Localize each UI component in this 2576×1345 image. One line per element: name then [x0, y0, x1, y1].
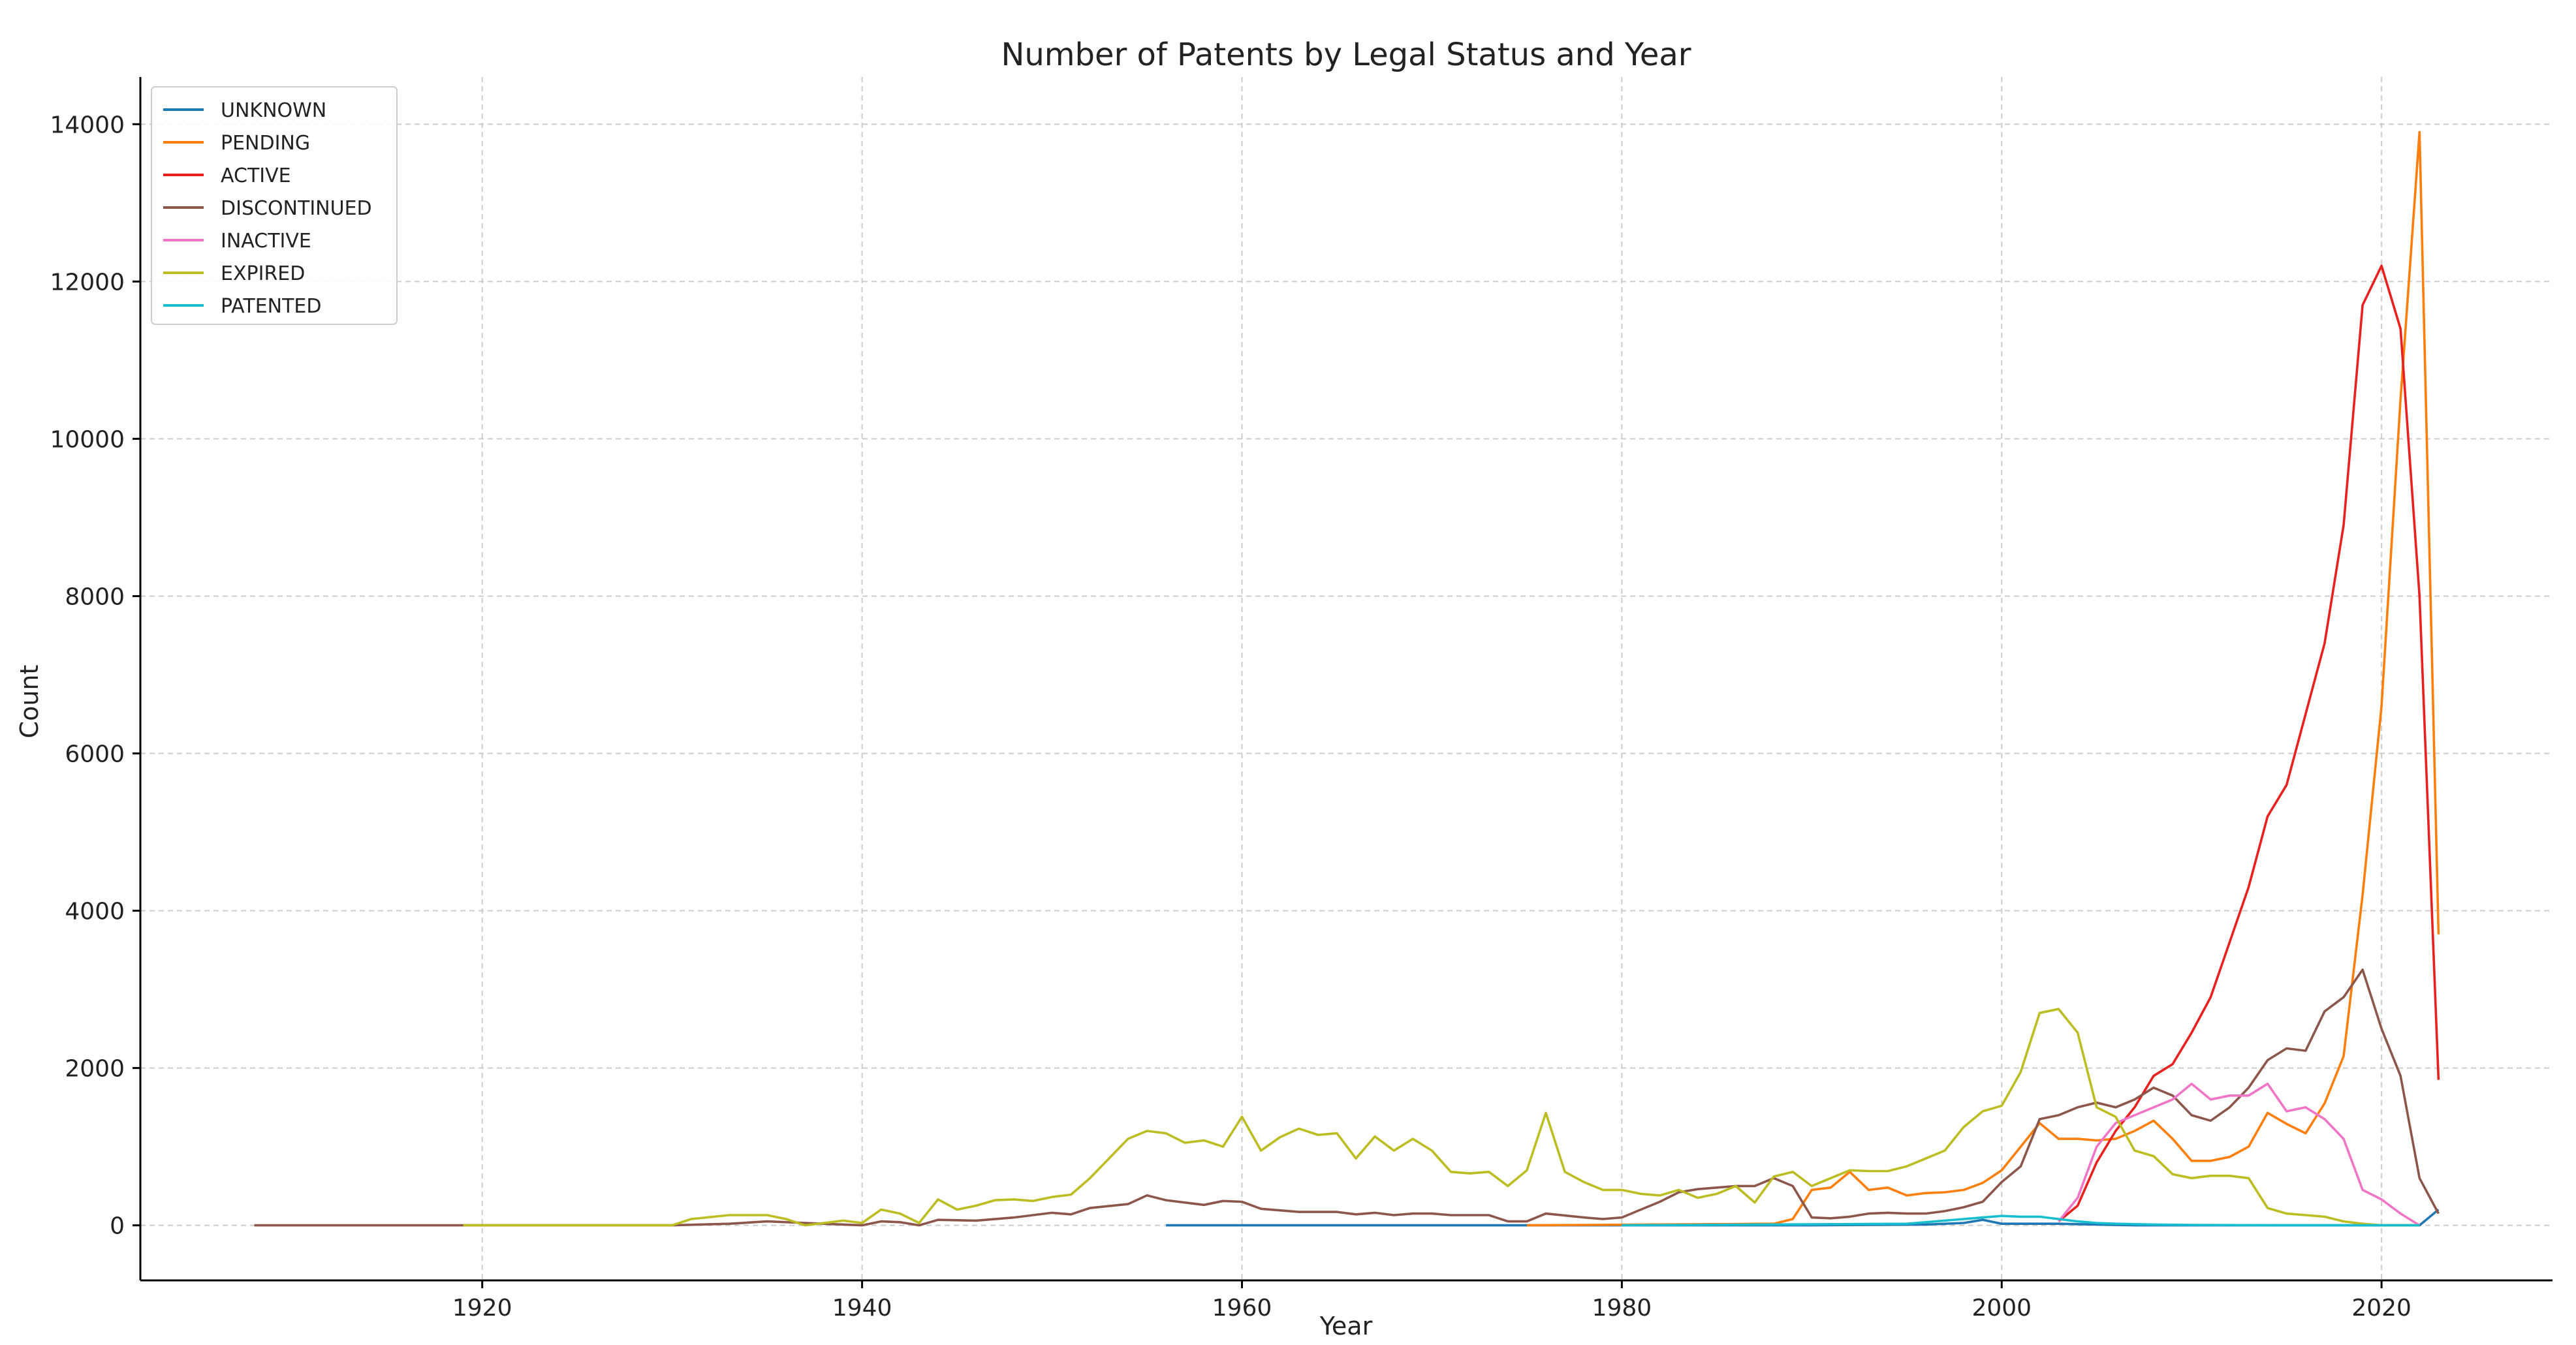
y-tick-label-0: 0	[110, 1213, 125, 1240]
legend-label-unknown: UNKNOWN	[221, 99, 326, 122]
y-tick-label-2000: 2000	[65, 1056, 125, 1083]
y-tick-label-6000: 6000	[65, 741, 125, 767]
series-line-pending	[1526, 131, 2440, 1227]
series-line-patented	[1622, 1214, 2420, 1227]
legend-label-pending: PENDING	[221, 132, 310, 155]
series-line-expired	[463, 1008, 2420, 1227]
grid-lines	[140, 77, 2552, 1280]
x-tick-label-1980: 1980	[1592, 1295, 1652, 1322]
x-tick-label-2000: 2000	[1971, 1295, 2032, 1322]
series-line-active	[2058, 264, 2440, 1222]
x-tick-label-1960: 1960	[1212, 1295, 1272, 1322]
legend-label-patented: PATENTED	[221, 295, 321, 318]
y-axis-label: Count	[15, 665, 44, 739]
x-axis-label: Year	[1319, 1312, 1373, 1340]
y-tick-label-8000: 8000	[65, 583, 125, 610]
x-tick-label-1920: 1920	[452, 1295, 512, 1322]
x-tick-label-1940: 1940	[832, 1295, 892, 1322]
legend-label-inactive: INACTIVE	[221, 230, 311, 253]
x-ticks: 1920 1940 1960 1980 2000 2020	[452, 1280, 2411, 1322]
series-line-discontinued	[254, 968, 2440, 1227]
legend-label-discontinued: DISCONTINUED	[221, 197, 372, 220]
series-lines	[254, 131, 2440, 1227]
legend: UNKNOWN PENDING ACTIVE DISCONTINUED INACTIVE…	[151, 86, 398, 325]
x-tick-label-2020: 2020	[2351, 1295, 2411, 1322]
y-ticks: 0 2000 4000 6000 8000 10000 12000 14000	[50, 112, 140, 1240]
y-tick-label-10000: 10000	[50, 426, 125, 453]
legend-frame	[151, 86, 398, 325]
legend-label-active: ACTIVE	[221, 164, 291, 187]
series-line-inactive	[2058, 1082, 2421, 1227]
series-line-unknown	[1166, 1209, 2440, 1227]
chart-title: Number of Patents by Legal Status and Ye…	[1001, 37, 1691, 73]
legend-label-expired: EXPIRED	[221, 262, 305, 285]
y-tick-label-14000: 14000	[50, 112, 125, 138]
y-tick-label-4000: 4000	[65, 899, 125, 925]
axes	[139, 77, 2552, 1282]
y-tick-label-12000: 12000	[50, 269, 125, 296]
